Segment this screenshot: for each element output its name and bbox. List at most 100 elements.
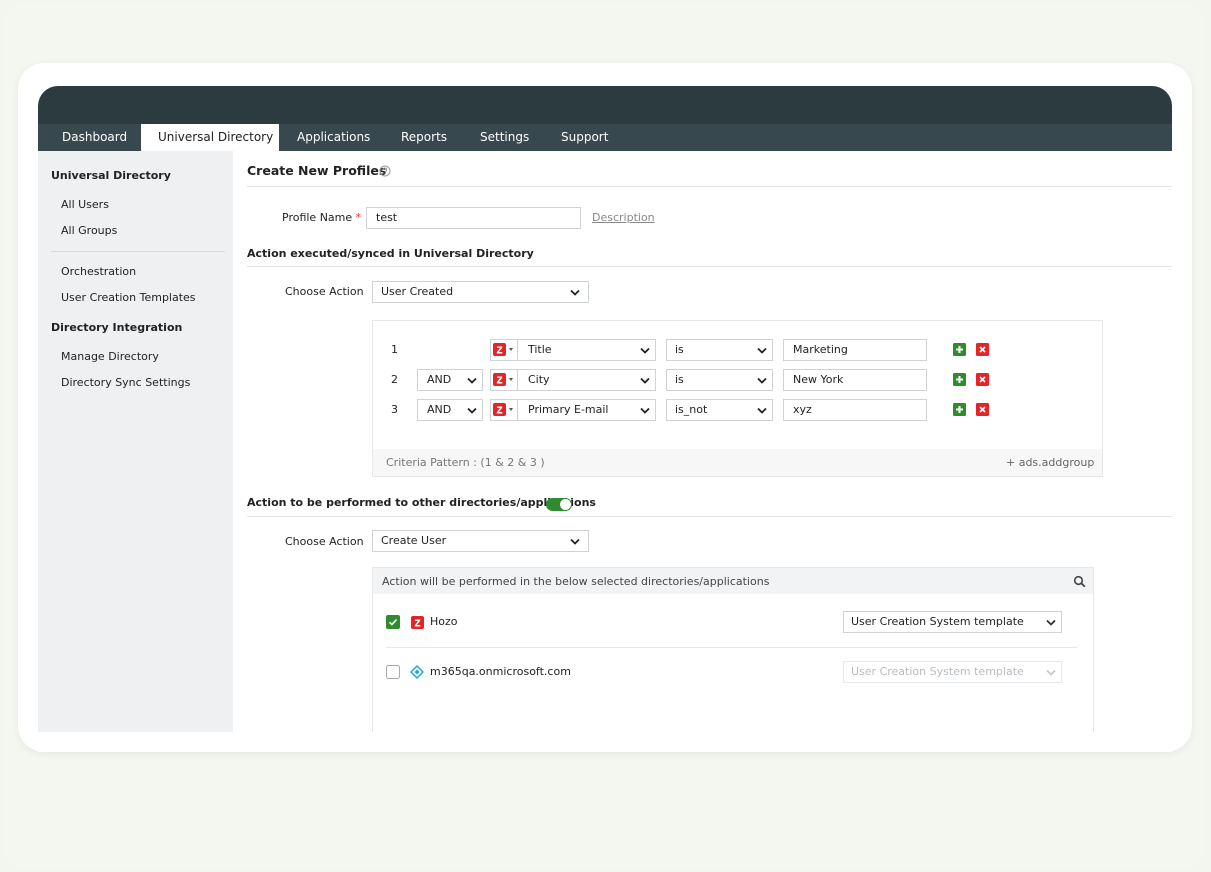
field-label: Profile Name * xyxy=(282,211,361,225)
row-number: 3 xyxy=(391,403,398,416)
select[interactable]: User Creation System template xyxy=(843,611,1062,633)
card-bottom-mask xyxy=(38,732,1172,752)
link[interactable]: Description xyxy=(592,211,655,224)
chevron xyxy=(1046,669,1056,676)
add-group-link[interactable]: + ads.addgroup xyxy=(1006,456,1095,469)
nav-tab[interactable]: Universal Directory xyxy=(158,130,274,144)
field-label: Choose Action xyxy=(285,535,364,548)
select[interactable]: is xyxy=(666,369,773,391)
input-value: New York xyxy=(793,373,844,386)
criteria-pattern: Criteria Pattern : (1 & 2 & 3 ) xyxy=(386,456,545,469)
chevron xyxy=(467,377,477,384)
dropdown-dot xyxy=(509,348,513,351)
divider xyxy=(247,516,1172,517)
text-input[interactable]: xyz xyxy=(783,399,927,421)
app-icon xyxy=(493,403,506,416)
select-value: User Creation System template xyxy=(851,615,1024,628)
select-value: City xyxy=(528,373,550,386)
divider xyxy=(247,186,1172,187)
chevron xyxy=(757,377,767,384)
nav-tab[interactable]: Applications xyxy=(297,130,371,144)
checkbox[interactable] xyxy=(386,665,400,679)
select-value: Create User xyxy=(381,534,447,547)
targets-box xyxy=(372,567,1094,733)
select-value: is_not xyxy=(675,403,708,416)
chevron xyxy=(467,407,477,414)
sidebar-divider xyxy=(51,251,225,252)
section-heading: Action to be performed to other director… xyxy=(247,496,596,509)
select[interactable]: Create User xyxy=(372,530,589,552)
app-icon xyxy=(410,665,424,679)
criteria-footer xyxy=(373,449,1102,476)
toggle-knob xyxy=(560,499,571,510)
nav-tab[interactable]: Dashboard xyxy=(62,130,128,144)
sidebar-item[interactable]: Directory Sync Settings xyxy=(61,376,191,389)
select[interactable]: is_not xyxy=(666,399,773,421)
checkbox[interactable] xyxy=(386,615,400,629)
input-value: Marketing xyxy=(793,343,848,356)
add-button[interactable] xyxy=(953,343,966,356)
select[interactable]: AND xyxy=(417,369,483,391)
input-value: test xyxy=(376,211,398,224)
chevron xyxy=(640,407,650,414)
dropdown-dot xyxy=(509,378,513,381)
select[interactable]: AND xyxy=(417,399,483,421)
nav-tab[interactable]: Settings xyxy=(480,130,530,144)
add-button[interactable] xyxy=(953,373,966,386)
remove-button[interactable] xyxy=(976,403,989,416)
sidebar-heading: Universal Directory xyxy=(51,169,171,182)
help-icon[interactable] xyxy=(379,165,391,177)
select[interactable]: User Creation System template xyxy=(843,661,1062,683)
text-input[interactable]: New York xyxy=(783,369,927,391)
separator xyxy=(517,370,518,390)
sidebar-item[interactable]: Manage Directory xyxy=(61,350,159,363)
input-value: xyz xyxy=(793,403,812,416)
chevron xyxy=(757,407,767,414)
chevron xyxy=(640,377,650,384)
select-value: is xyxy=(675,373,684,386)
chevron xyxy=(570,538,580,545)
sidebar-item[interactable]: All Groups xyxy=(61,224,118,237)
select-value: Title xyxy=(528,343,552,356)
remove-button[interactable] xyxy=(976,343,989,356)
select-value: AND xyxy=(427,403,452,416)
select-value: User Creation System template xyxy=(851,665,1024,678)
select[interactable]: Title xyxy=(490,339,656,361)
app-icon xyxy=(493,373,506,386)
chevron xyxy=(570,289,580,296)
select[interactable]: Primary E-mail xyxy=(490,399,656,421)
select[interactable]: City xyxy=(490,369,656,391)
sidebar-item[interactable]: User Creation Templates xyxy=(61,291,196,304)
nav-tab[interactable]: Support xyxy=(561,130,609,144)
select-value: is xyxy=(675,343,684,356)
header-bar xyxy=(38,86,1172,124)
field-label: Choose Action xyxy=(285,285,364,298)
text-input[interactable]: Marketing xyxy=(783,339,927,361)
nav-tab[interactable]: Reports xyxy=(401,130,448,144)
sidebar-heading: Directory Integration xyxy=(51,321,183,334)
app-icon xyxy=(493,343,506,356)
add-button[interactable] xyxy=(953,403,966,416)
sidebar-item[interactable]: All Users xyxy=(61,198,109,211)
select[interactable]: is xyxy=(666,339,773,361)
select-value: User Created xyxy=(381,285,454,298)
target-name: m365qa.onmicrosoft.com xyxy=(430,665,571,678)
select[interactable]: User Created xyxy=(372,281,589,303)
row-number: 1 xyxy=(391,343,398,356)
page-title: Create New Profiles xyxy=(247,163,387,178)
sidebar-item[interactable]: Orchestration xyxy=(61,265,137,278)
text-input[interactable]: test xyxy=(366,207,581,229)
targets-header xyxy=(373,568,1093,594)
search-icon[interactable] xyxy=(1073,575,1086,588)
separator xyxy=(517,340,518,360)
divider xyxy=(247,266,1172,267)
sidebar xyxy=(38,151,233,732)
separator xyxy=(517,400,518,420)
target-name: Hozo xyxy=(430,615,458,628)
chevron xyxy=(1046,619,1056,626)
select-value: Primary E-mail xyxy=(528,403,609,416)
app-icon xyxy=(411,616,424,629)
section-heading: Action executed/synced in Universal Dire… xyxy=(247,247,534,260)
remove-button[interactable] xyxy=(976,373,989,386)
